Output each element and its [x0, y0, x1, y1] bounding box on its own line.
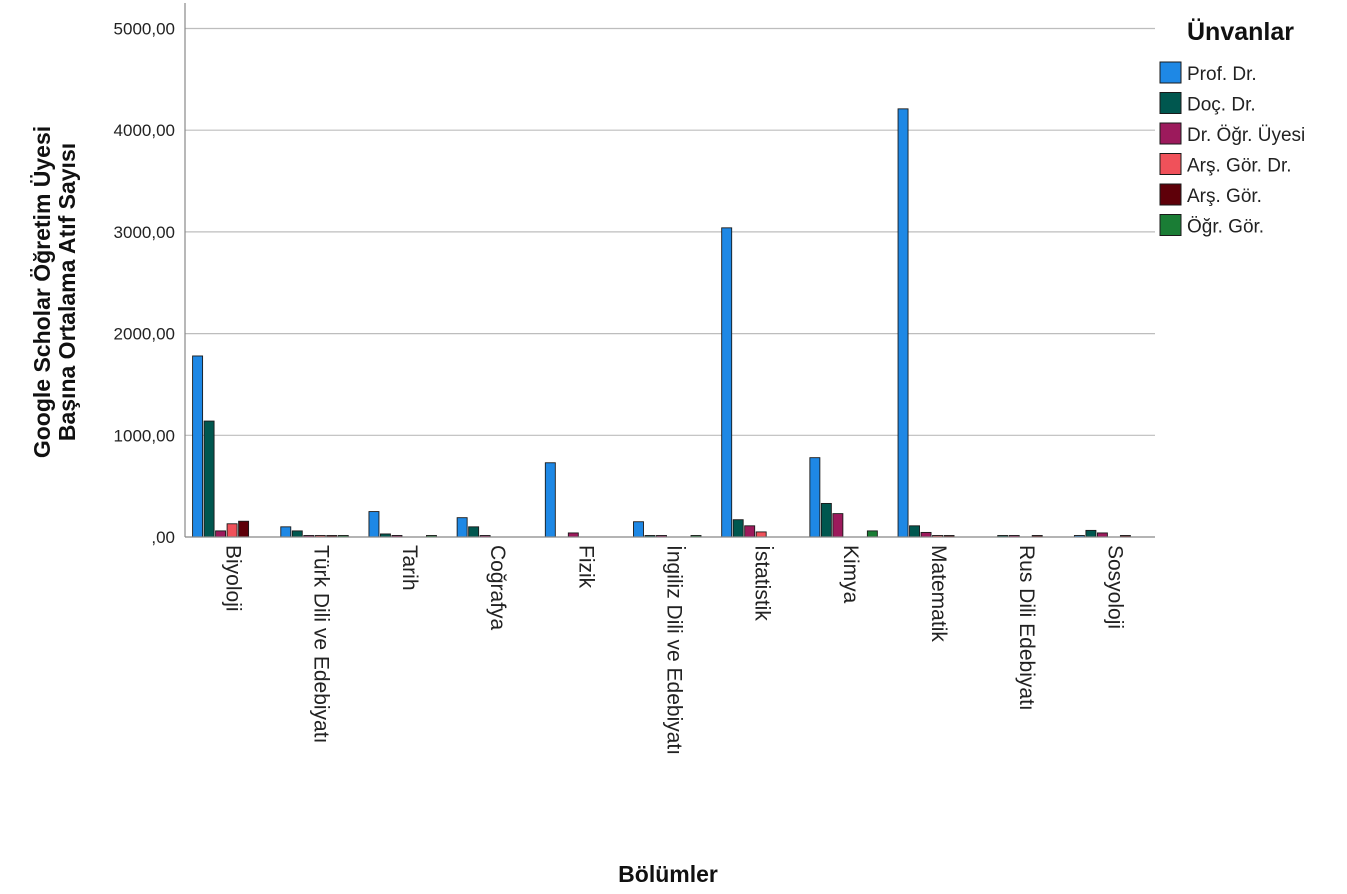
- legend-swatch: [1159, 92, 1182, 114]
- legend-label: Arş. Gör.: [1187, 186, 1262, 207]
- y-tick-label: 3000,00: [114, 223, 175, 242]
- bar: [192, 355, 204, 538]
- bar: [280, 526, 292, 538]
- y-tick-label: 5000,00: [114, 20, 175, 39]
- x-category-label: Rus Dili Edebiyatı: [1015, 545, 1038, 711]
- x-category-labels: Biyoloji Türk Dili ve Edebiyatı Tarih Coğra…: [222, 545, 1127, 755]
- bar: [744, 525, 756, 538]
- bar: [732, 519, 744, 538]
- x-category-label: Sosyoloji: [1103, 545, 1126, 629]
- y-axis-title-line-2: Başına Ortalama Atıf Sayısı: [54, 143, 80, 441]
- legend-swatch: [1159, 183, 1182, 206]
- bar: [897, 108, 909, 538]
- legend-swatch: [1159, 214, 1182, 236]
- x-category-label: İstatistik: [751, 545, 774, 621]
- y-axis-title-line-1: Google Scholar Öğretim Üyesi: [29, 126, 55, 458]
- x-category-label: Coğrafya: [486, 545, 509, 631]
- x-axis-title: Bölümler: [618, 861, 718, 887]
- x-category-label: Kimya: [839, 545, 862, 604]
- legend-label: Arş. Gör. Dr.: [1187, 156, 1292, 177]
- x-category-label: Matematik: [927, 545, 950, 642]
- x-category-label: Türk Dili ve Edebiyatı: [310, 545, 333, 743]
- legend-title: Ünvanlar: [1187, 17, 1294, 46]
- bar: [866, 530, 878, 538]
- bar: [203, 420, 215, 538]
- legend-swatch: [1159, 153, 1182, 175]
- bar: [832, 513, 844, 538]
- legend-label: Öğr. Gör.: [1187, 217, 1264, 238]
- bar: [633, 521, 644, 538]
- legend: Ünvanlar Prof. Dr. Doç. Dr. Dr. Öğr. Üyesi…: [1159, 17, 1305, 238]
- bar: [820, 502, 832, 538]
- y-tick-labels: ,00 1000,00 2000,00 3000,00 4000,00 5000,00: [114, 20, 175, 548]
- bar: [755, 531, 767, 538]
- x-category-label: Tarih: [398, 545, 421, 591]
- legend-label: Doç. Dr.: [1187, 95, 1256, 116]
- legend-label: Dr. Öğr. Üyesi: [1187, 125, 1305, 146]
- y-axis-title: Google Scholar Öğretim Üyesi Başına Orta…: [29, 126, 80, 458]
- gridlines: [185, 27, 1155, 436]
- y-tick-label: 1000,00: [114, 426, 175, 445]
- bar: [468, 526, 480, 538]
- x-category-label: Biyoloji: [222, 545, 245, 612]
- bar: [920, 531, 932, 538]
- y-tick-label: ,00: [151, 528, 175, 547]
- bar: [1096, 532, 1108, 538]
- bar: [1085, 529, 1097, 538]
- bar: [567, 532, 579, 538]
- x-category-label: Fizik: [574, 545, 597, 589]
- y-tick-label: 4000,00: [114, 121, 175, 140]
- bar: [809, 457, 821, 538]
- bars: [192, 108, 1131, 538]
- bar: [226, 523, 238, 538]
- legend-swatch: [1159, 122, 1182, 145]
- x-category-label: İngiliz Dili ve Edebiyatı: [662, 545, 685, 755]
- bar: [456, 517, 468, 538]
- bar: [544, 462, 556, 538]
- y-tick-label: 2000,00: [114, 325, 175, 344]
- legend-label: Prof. Dr.: [1187, 64, 1257, 85]
- bar: [215, 530, 227, 538]
- bar: [238, 520, 250, 538]
- legend-swatch: [1159, 61, 1182, 84]
- bar: [291, 530, 303, 538]
- bar: [721, 227, 733, 538]
- bar: [909, 525, 920, 538]
- bar: [368, 511, 380, 538]
